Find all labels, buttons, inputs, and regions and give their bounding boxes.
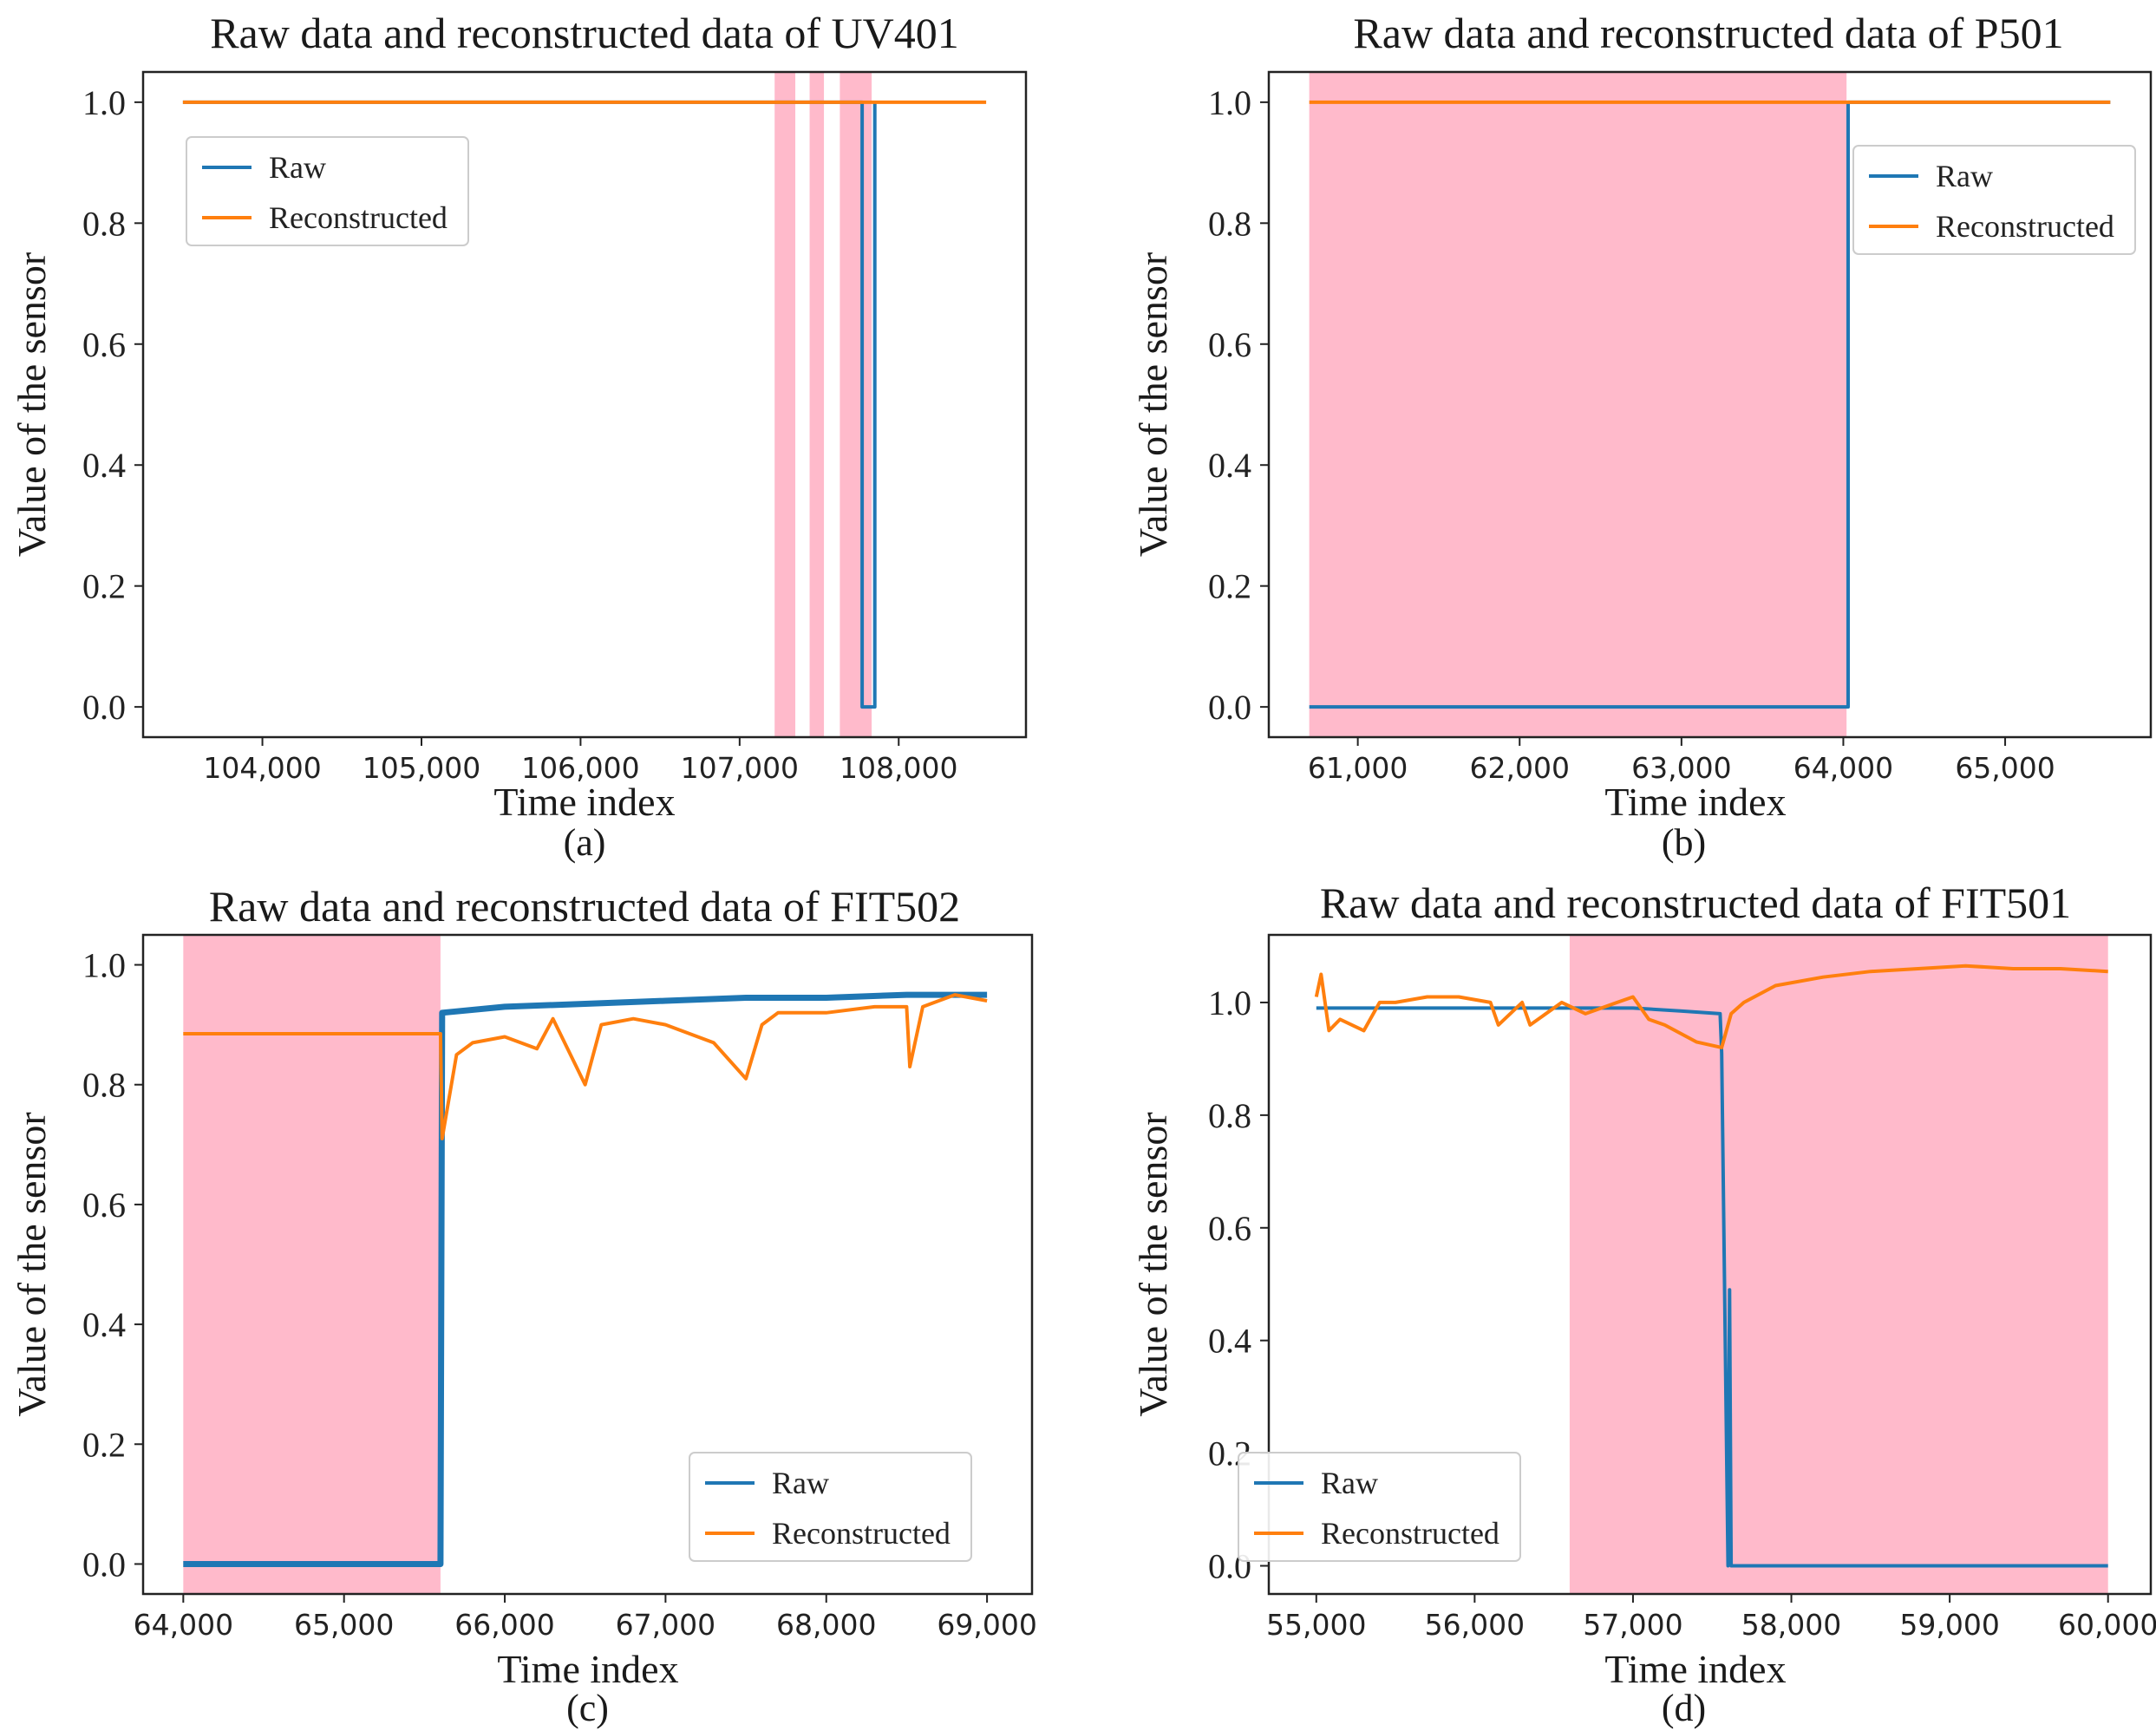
legend-label-reconstructed: Reconstructed bbox=[772, 1516, 951, 1551]
y-axis-label: Value of the sensor bbox=[1131, 252, 1175, 557]
y-tick-label: 1.0 bbox=[82, 946, 126, 985]
y-tick-label: 0.0 bbox=[1208, 688, 1251, 727]
chart-title: Raw data and reconstructed data of FIT50… bbox=[209, 882, 960, 931]
x-tick-label: 55,000 bbox=[1266, 1608, 1366, 1642]
x-tick-label: 56,000 bbox=[1425, 1608, 1525, 1642]
x-tick-label: 68,000 bbox=[776, 1608, 876, 1642]
series-line-raw bbox=[183, 991, 988, 1567]
chart-panel-2: 61,000 62,000 63,000 64,000 65,000 0.0 0.2 0.4 0… bbox=[1131, 9, 2153, 864]
shaded-region-1 bbox=[1309, 72, 1847, 737]
legend: Raw Reconstructed bbox=[186, 136, 469, 246]
y-tick-label: 0.4 bbox=[1208, 1322, 1251, 1361]
x-tick-label: 61,000 bbox=[1308, 751, 1408, 785]
chart-panel-4: 55,000 56,000 57,000 58,000 59,000 60,0000.00… bbox=[1131, 879, 2156, 1729]
shaded-region-3 bbox=[840, 72, 872, 737]
y-tick-label: 0.4 bbox=[82, 1305, 126, 1344]
y-tick-label: 0.4 bbox=[1208, 446, 1251, 485]
shaded-region-1 bbox=[774, 72, 796, 737]
x-tick-label: 65,000 bbox=[294, 1608, 394, 1642]
x-tick-label: 62,000 bbox=[1470, 751, 1570, 785]
y-tick-label: 0.6 bbox=[1208, 1209, 1251, 1248]
y-tick-label: 0.8 bbox=[82, 204, 126, 243]
y-tick-label: 0.0 bbox=[82, 688, 126, 727]
x-axis-label: Time index bbox=[497, 1647, 678, 1691]
series-line-reconstructed bbox=[1314, 963, 2108, 1049]
legend-box bbox=[1238, 1452, 1521, 1562]
legend-label-raw: Raw bbox=[772, 1466, 829, 1500]
legend: Raw Reconstructed bbox=[1238, 1452, 1521, 1562]
x-tick-label: 107,000 bbox=[681, 751, 799, 785]
y-tick-label: 1.0 bbox=[1208, 983, 1251, 1022]
x-axis-label: Time index bbox=[1604, 780, 1786, 824]
shaded-region-1 bbox=[1569, 935, 2108, 1594]
axes-frame bbox=[1267, 70, 2153, 739]
x-tick-label: 63,000 bbox=[1631, 751, 1731, 785]
x-tick-label: 69,000 bbox=[937, 1608, 1036, 1642]
x-axis-label: Time index bbox=[493, 780, 675, 824]
y-tick-label: 0.0 bbox=[82, 1545, 126, 1584]
chart-title: Raw data and reconstructed data of UV401 bbox=[210, 9, 959, 57]
chart-title: Raw data and reconstructed data of FIT50… bbox=[1320, 879, 2071, 927]
legend-label-reconstructed: Reconstructed bbox=[269, 200, 448, 235]
y-tick-label: 0.8 bbox=[82, 1066, 126, 1105]
y-tick-label: 0.6 bbox=[1208, 325, 1251, 364]
legend-box bbox=[689, 1452, 972, 1562]
y-axis-label: Value of the sensor bbox=[10, 1112, 54, 1416]
legend: Raw Reconstructed bbox=[1852, 145, 2136, 255]
axes-frame bbox=[141, 933, 1034, 1596]
x-tick-label: 57,000 bbox=[1583, 1608, 1682, 1642]
legend-box bbox=[1852, 145, 2136, 255]
y-tick-label: 0.6 bbox=[82, 1186, 126, 1225]
y-tick-label: 0.2 bbox=[82, 1425, 126, 1464]
y-tick-label: 0.2 bbox=[1208, 567, 1251, 606]
chart-panel-3: 64,000 65,000 66,000 67,000 68,000 69,000 0.0 0… bbox=[10, 882, 1037, 1729]
x-axis-label: Time index bbox=[1604, 1647, 1786, 1691]
legend-label-raw: Raw bbox=[1321, 1466, 1378, 1500]
series-line-reconstructed bbox=[183, 993, 988, 1140]
legend-label-reconstructed: Reconstructed bbox=[1321, 1516, 1499, 1551]
chart-title: Raw data and reconstructed data of P501 bbox=[1353, 9, 2063, 57]
legend-label-reconstructed: Reconstructed bbox=[1936, 209, 2114, 244]
axes-frame bbox=[141, 70, 1028, 739]
x-tick-label: 66,000 bbox=[454, 1608, 554, 1642]
x-tick-label: 108,000 bbox=[840, 751, 957, 785]
panel-caption: (a) bbox=[564, 821, 606, 864]
panel-caption: (c) bbox=[566, 1687, 609, 1729]
shaded-region-2 bbox=[809, 72, 825, 737]
y-tick-label: 1.0 bbox=[1208, 83, 1251, 122]
legend: Raw Reconstructed bbox=[689, 1452, 972, 1562]
y-tick-label: 1.0 bbox=[82, 83, 126, 122]
series-line-raw bbox=[1316, 1006, 2108, 1568]
legend-label-raw: Raw bbox=[1936, 159, 1993, 193]
x-tick-label: 104,000 bbox=[203, 751, 321, 785]
y-tick-label: 0.2 bbox=[82, 567, 126, 606]
x-tick-label: 59,000 bbox=[1899, 1608, 1999, 1642]
legend-box bbox=[186, 136, 469, 246]
x-tick-label: 64,000 bbox=[134, 1608, 233, 1642]
x-tick-label: 64,000 bbox=[1793, 751, 1893, 785]
y-tick-label: 0.8 bbox=[1208, 204, 1251, 243]
shaded-region-1 bbox=[183, 935, 441, 1594]
x-tick-label: 65,000 bbox=[1955, 751, 2055, 785]
x-tick-label: 106,000 bbox=[521, 751, 639, 785]
chart-panel-1: 104,000 105,000 106,000 107,000 108,000 0.0 0.… bbox=[10, 9, 1028, 864]
x-tick-label: 105,000 bbox=[363, 751, 480, 785]
y-tick-label: 0.6 bbox=[82, 325, 126, 364]
x-tick-label: 58,000 bbox=[1741, 1608, 1841, 1642]
y-axis-label: Value of the sensor bbox=[1131, 1112, 1175, 1416]
axes-frame bbox=[1267, 933, 2153, 1596]
legend-label-raw: Raw bbox=[269, 150, 326, 185]
panel-caption: (d) bbox=[1662, 1687, 1706, 1729]
x-tick-label: 60,000 bbox=[2058, 1608, 2156, 1642]
panel-caption: (b) bbox=[1662, 821, 1706, 864]
y-tick-label: 0.4 bbox=[82, 446, 126, 485]
y-axis-label: Value of the sensor bbox=[10, 252, 54, 557]
y-tick-label: 0.8 bbox=[1208, 1096, 1251, 1135]
x-tick-label: 67,000 bbox=[616, 1608, 715, 1642]
